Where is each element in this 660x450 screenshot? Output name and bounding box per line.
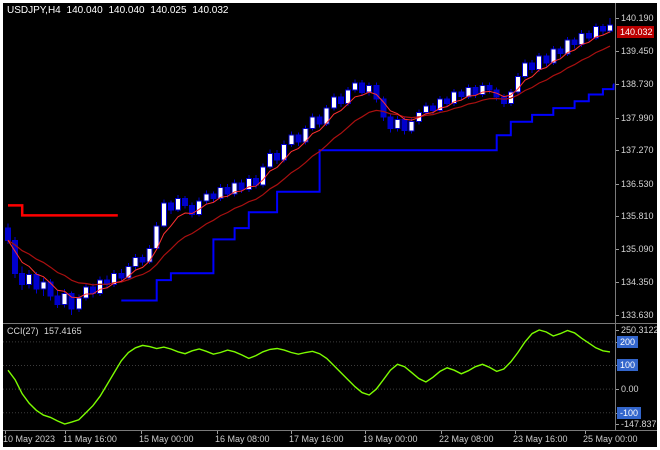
price-axis[interactable]: 140.190 139.450 138.730 137.990 137.270 136.5…: [616, 3, 657, 431]
time-axis-tick: [585, 431, 586, 434]
candlesticks: [5, 18, 613, 315]
price-axis-label: 136.530: [621, 179, 654, 189]
ohlc-info: USDJPY,H4 140.040 140.040 140.025 140.03…: [7, 5, 231, 16]
price-axis-label: 140.190: [621, 13, 654, 23]
price-axis-label: 135.090: [621, 244, 654, 254]
cci-level-badge: 200: [617, 336, 639, 348]
price-axis-label: 133.630: [621, 310, 654, 320]
time-axis-tick: [217, 431, 218, 434]
time-axis-tick: [515, 431, 516, 434]
axis-tick: [616, 51, 619, 52]
indicator-separator[interactable]: [3, 323, 657, 324]
axis-tick: [616, 184, 619, 185]
time-axis-label: 11 May 16:00: [63, 434, 117, 444]
axis-tick: [616, 330, 619, 331]
cci-level-badge: 100: [617, 359, 639, 371]
price-axis-label: 139.450: [621, 46, 654, 56]
price-axis-label: 134.350: [621, 277, 654, 287]
time-axis-separator: [3, 430, 657, 431]
axis-tick: [616, 216, 619, 217]
time-axis-label: 23 May 16:00: [513, 434, 568, 444]
axis-tick: [616, 315, 619, 316]
time-axis[interactable]: 10 May 2023 11 May 16:00 15 May 00:00 16 Ma…: [3, 431, 657, 447]
time-axis-label: 22 May 08:00: [439, 434, 494, 444]
time-axis-label: 15 May 00:00: [139, 434, 194, 444]
chart-terminal: USDJPY,H4 140.040 140.040 140.025 140.03…: [3, 3, 657, 447]
price-chart-pane[interactable]: [3, 3, 615, 322]
time-axis-tick: [365, 431, 366, 434]
axis-tick: [616, 150, 619, 151]
ohlc-high: 140.040: [108, 5, 145, 16]
time-axis-label: 16 May 08:00: [215, 434, 270, 444]
axis-tick: [616, 118, 619, 119]
time-axis-label: 19 May 00:00: [363, 434, 418, 444]
time-axis-tick: [65, 431, 66, 434]
cci-axis-label: -147.8372: [621, 419, 657, 429]
axis-tick: [616, 282, 619, 283]
cci-name: CCI(27): [7, 326, 39, 336]
cci-line: [7, 329, 611, 425]
current-price-badge: 140.032: [617, 26, 654, 38]
cci-chart-pane[interactable]: [3, 324, 615, 430]
symbol-timeframe: USDJPY,H4: [7, 5, 61, 16]
ohlc-low: 140.025: [150, 5, 187, 16]
price-axis-label: 135.810: [621, 211, 654, 221]
supertrend-line-blue: [121, 83, 615, 302]
time-axis-tick: [291, 431, 292, 434]
time-axis-tick: [141, 431, 142, 434]
ohlc-open: 140.040: [66, 5, 103, 16]
price-axis-separator: [615, 3, 616, 431]
axis-tick: [616, 84, 619, 85]
axis-tick: [616, 424, 619, 425]
cci-value: 157.4165: [44, 326, 82, 336]
price-axis-label: 138.730: [621, 79, 654, 89]
ohlc-close: 140.032: [192, 5, 229, 16]
ma-fast-line: [7, 31, 611, 299]
axis-tick: [616, 249, 619, 250]
time-axis-tick: [5, 431, 6, 434]
price-axis-label: 137.270: [621, 145, 654, 155]
time-axis-tick: [441, 431, 442, 434]
cci-axis-label: 0.00: [621, 384, 639, 394]
cci-indicator-label: CCI(27) 157.4165: [7, 326, 85, 336]
price-axis-label: 137.990: [621, 113, 654, 123]
time-axis-label: 17 May 16:00: [289, 434, 344, 444]
time-axis-label: 25 May 00:00: [583, 434, 638, 444]
axis-tick: [616, 18, 619, 19]
cci-level-badge: -100: [617, 407, 642, 419]
cci-axis-label: 250.3122: [621, 325, 657, 335]
time-axis-label: 10 May 2023: [3, 434, 56, 444]
axis-tick: [616, 389, 619, 390]
supertrend-line-red: [8, 204, 118, 217]
ma-slow-line: [7, 45, 611, 286]
